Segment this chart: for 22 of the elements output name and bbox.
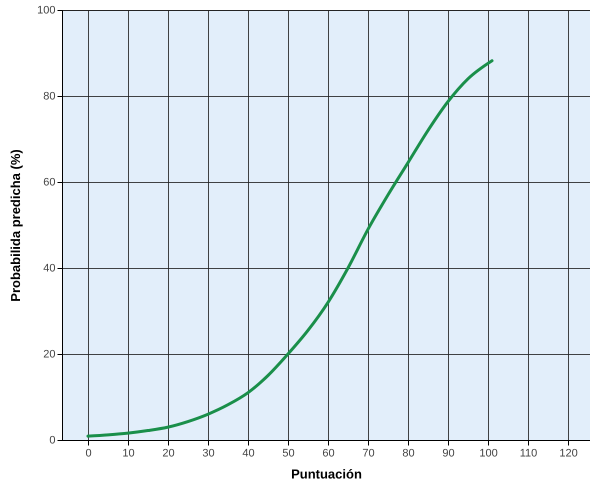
y-tick-label: 40 bbox=[43, 262, 56, 274]
x-tick-label: 110 bbox=[520, 448, 538, 460]
x-tick-label: 10 bbox=[122, 448, 135, 460]
x-tick-label: 60 bbox=[322, 448, 335, 460]
x-tick-label: 80 bbox=[402, 448, 415, 460]
y-tick-label: 20 bbox=[43, 348, 56, 360]
x-tick-label: 0 bbox=[85, 448, 92, 460]
line-series bbox=[86, 59, 494, 438]
y-tick-label: 100 bbox=[37, 4, 56, 16]
y-axis-title: Probabilida predicha (%) bbox=[8, 149, 24, 302]
x-tick-label: 90 bbox=[442, 448, 455, 460]
x-tick-label: 30 bbox=[202, 448, 215, 460]
x-tick-label: 100 bbox=[479, 448, 498, 460]
x-tick-label: 50 bbox=[282, 448, 295, 460]
x-tick-label: 40 bbox=[242, 448, 255, 460]
x-tick-label: 70 bbox=[362, 448, 375, 460]
x-tick-label: 120 bbox=[559, 448, 578, 460]
y-tick-label: 0 bbox=[49, 434, 56, 446]
y-tick-label: 60 bbox=[43, 176, 56, 188]
x-axis-title: Puntuación bbox=[291, 466, 362, 482]
y-tick-label: 80 bbox=[43, 90, 56, 102]
x-tick-label: 20 bbox=[162, 448, 175, 460]
